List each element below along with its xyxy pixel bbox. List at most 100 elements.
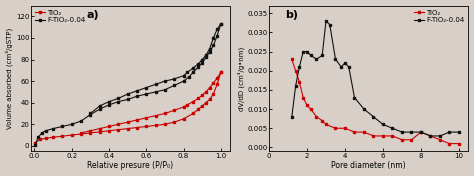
TiO₂ (97, 131, 102, 133)
X-axis label: Relative presure (P/P₀): Relative presure (P/P₀) (87, 161, 173, 170)
F-TiO₂-0.04 (297, 66, 302, 68)
F-TiO₂-0.04 (447, 131, 452, 133)
F-TiO₂-0.04 (36, 136, 41, 138)
F-TiO₂-0.04 (172, 84, 177, 86)
F-TiO₂-0.04 (314, 58, 319, 60)
TiO₂ (399, 139, 405, 141)
F-TiO₂-0.04 (125, 98, 130, 100)
F-TiO₂-0.04 (399, 131, 405, 133)
TiO₂ (78, 133, 84, 135)
F-TiO₂-0.04 (308, 54, 314, 56)
TiO₂ (33, 142, 38, 144)
TiO₂ (301, 96, 306, 99)
F-TiO₂-0.04 (78, 120, 84, 122)
F-TiO₂-0.04 (190, 71, 196, 74)
F-TiO₂-0.04 (153, 91, 158, 93)
TiO₂ (125, 128, 130, 130)
TiO₂ (210, 93, 216, 95)
Y-axis label: dV/dD (cm³/g•nm): dV/dD (cm³/g•nm) (237, 46, 245, 111)
F-TiO₂-0.04 (33, 144, 38, 146)
F-TiO₂-0.04 (218, 23, 224, 25)
TiO₂ (456, 143, 462, 145)
TiO₂ (153, 124, 158, 126)
F-TiO₂-0.04 (69, 123, 74, 125)
F-TiO₂-0.04 (301, 51, 306, 53)
F-TiO₂-0.04 (88, 114, 93, 116)
TiO₂ (88, 132, 93, 134)
TiO₂ (60, 135, 65, 137)
TiO₂ (418, 131, 424, 133)
TiO₂ (144, 125, 149, 127)
Line: TiO₂: TiO₂ (34, 71, 222, 144)
F-TiO₂-0.04 (50, 128, 56, 130)
Text: b): b) (285, 10, 298, 20)
TiO₂ (323, 123, 329, 125)
F-TiO₂-0.04 (186, 76, 192, 78)
F-TiO₂-0.04 (352, 96, 357, 99)
F-TiO₂-0.04 (210, 44, 216, 46)
F-TiO₂-0.04 (134, 95, 140, 97)
F-TiO₂-0.04 (319, 54, 325, 56)
TiO₂ (69, 134, 74, 136)
TiO₂ (409, 139, 414, 141)
Line: F-TiO₂-0.04: F-TiO₂-0.04 (291, 20, 460, 137)
F-TiO₂-0.04 (293, 85, 299, 87)
F-TiO₂-0.04 (371, 116, 376, 118)
F-TiO₂-0.04 (361, 108, 367, 110)
Text: a): a) (87, 10, 99, 20)
X-axis label: Pore diameter (nm): Pore diameter (nm) (331, 161, 406, 170)
TiO₂ (162, 123, 168, 125)
TiO₂ (361, 131, 367, 133)
Legend: TiO₂, F-TiO₂-0.04: TiO₂, F-TiO₂-0.04 (413, 9, 465, 24)
F-TiO₂-0.04 (418, 131, 424, 133)
TiO₂ (106, 130, 112, 132)
F-TiO₂-0.04 (116, 100, 121, 103)
F-TiO₂-0.04 (380, 123, 386, 125)
TiO₂ (116, 129, 121, 131)
TiO₂ (319, 120, 325, 122)
TiO₂ (203, 102, 209, 104)
TiO₂ (134, 127, 140, 129)
F-TiO₂-0.04 (456, 131, 462, 133)
TiO₂ (289, 58, 295, 60)
F-TiO₂-0.04 (437, 135, 443, 137)
F-TiO₂-0.04 (214, 35, 220, 37)
F-TiO₂-0.04 (97, 108, 102, 110)
TiO₂ (447, 143, 452, 145)
TiO₂ (190, 112, 196, 115)
F-TiO₂-0.04 (181, 80, 186, 82)
TiO₂ (297, 81, 302, 83)
F-TiO₂-0.04 (342, 62, 348, 64)
F-TiO₂-0.04 (409, 131, 414, 133)
TiO₂ (342, 127, 348, 129)
TiO₂ (218, 71, 224, 74)
Line: TiO₂: TiO₂ (291, 58, 460, 145)
TiO₂ (37, 138, 43, 140)
F-TiO₂-0.04 (43, 130, 48, 132)
Legend: TiO₂, F-TiO₂-0.04: TiO₂, F-TiO₂-0.04 (34, 9, 86, 24)
F-TiO₂-0.04 (196, 66, 201, 68)
TiO₂ (207, 98, 212, 100)
F-TiO₂-0.04 (200, 62, 205, 64)
F-TiO₂-0.04 (390, 127, 395, 129)
F-TiO₂-0.04 (60, 125, 65, 127)
F-TiO₂-0.04 (428, 135, 433, 137)
TiO₂ (196, 108, 201, 110)
F-TiO₂-0.04 (327, 24, 333, 26)
F-TiO₂-0.04 (203, 56, 209, 58)
TiO₂ (293, 70, 299, 72)
TiO₂ (50, 136, 56, 138)
F-TiO₂-0.04 (289, 116, 295, 118)
TiO₂ (200, 105, 205, 107)
TiO₂ (333, 127, 338, 129)
F-TiO₂-0.04 (162, 89, 168, 91)
TiO₂ (172, 121, 177, 123)
TiO₂ (304, 104, 310, 106)
TiO₂ (43, 137, 48, 139)
F-TiO₂-0.04 (144, 93, 149, 95)
TiO₂ (314, 116, 319, 118)
TiO₂ (390, 135, 395, 137)
F-TiO₂-0.04 (338, 66, 344, 68)
TiO₂ (352, 131, 357, 133)
TiO₂ (181, 118, 186, 120)
